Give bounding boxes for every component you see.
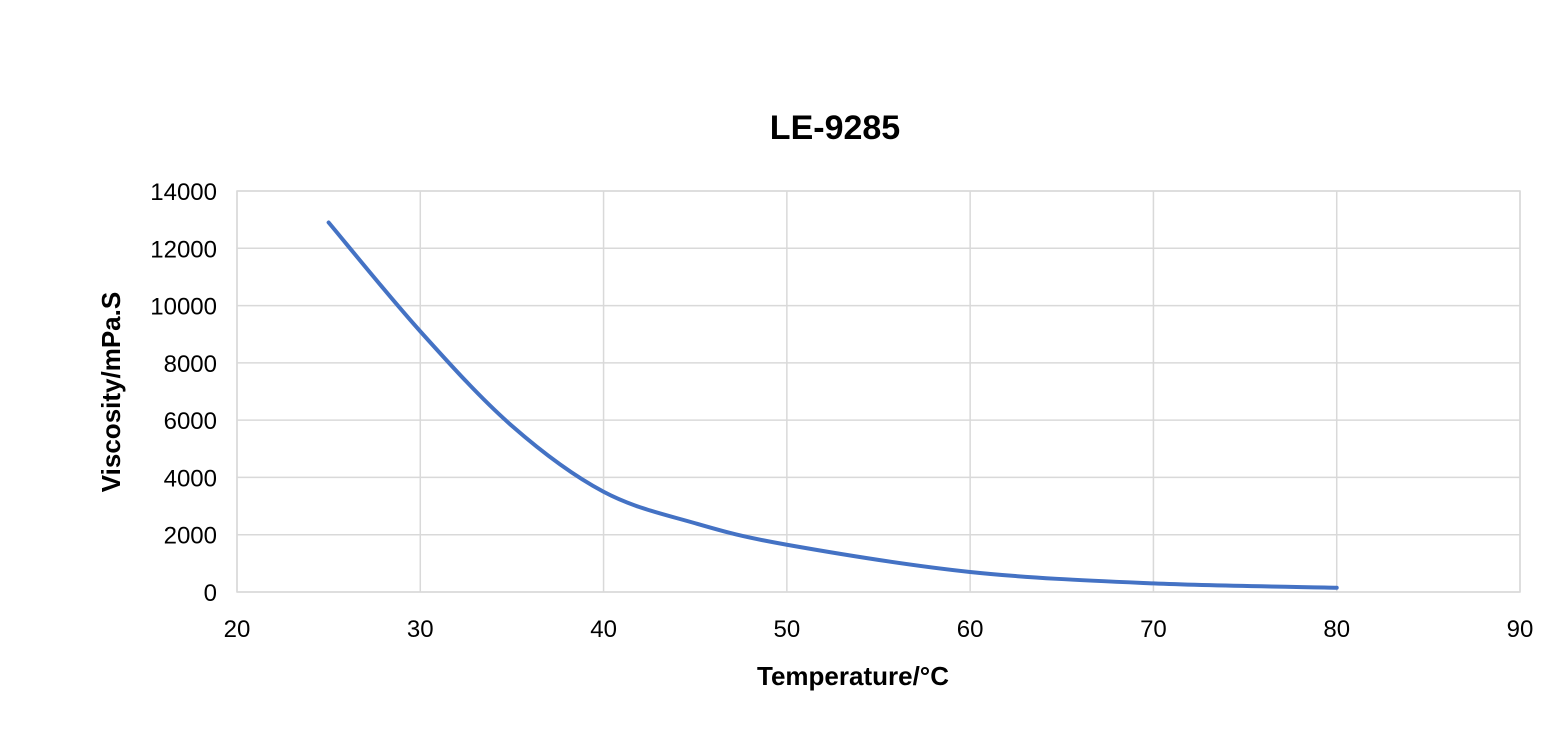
x-tick-label: 40: [590, 616, 617, 643]
x-tick-label: 80: [1323, 616, 1350, 643]
plot-area-border: [236, 190, 1521, 593]
chart-title: LE-9285: [770, 109, 900, 147]
x-tick-label: 50: [774, 616, 801, 643]
x-tick-label: 70: [1140, 616, 1167, 643]
y-tick-label: 4000: [164, 465, 217, 492]
x-axis-ticks: 20 30 40 50 60 70 80 90: [224, 616, 1534, 643]
y-axis-ticks: 0 2000 4000 6000 8000 10000 12000 14000: [150, 179, 217, 607]
x-tick-label: 30: [407, 616, 434, 643]
y-tick-label: 0: [204, 580, 217, 607]
x-tick-label: 90: [1507, 616, 1534, 643]
y-tick-label: 14000: [150, 179, 217, 206]
y-tick-label: 2000: [164, 523, 217, 550]
y-tick-label: 12000: [150, 236, 217, 263]
y-tick-label: 6000: [164, 408, 217, 435]
series-line-0: [326, 220, 1339, 590]
series-layer: [326, 220, 1339, 590]
y-tick-label: 10000: [150, 294, 217, 321]
x-axis-label: Temperature/°C: [757, 661, 949, 691]
x-tick-label: 60: [957, 616, 984, 643]
grid: [236, 190, 1521, 593]
y-tick-label: 8000: [164, 351, 217, 378]
x-tick-label: 20: [224, 616, 251, 643]
y-axis-label: Viscosity/mPa.S: [96, 292, 126, 492]
